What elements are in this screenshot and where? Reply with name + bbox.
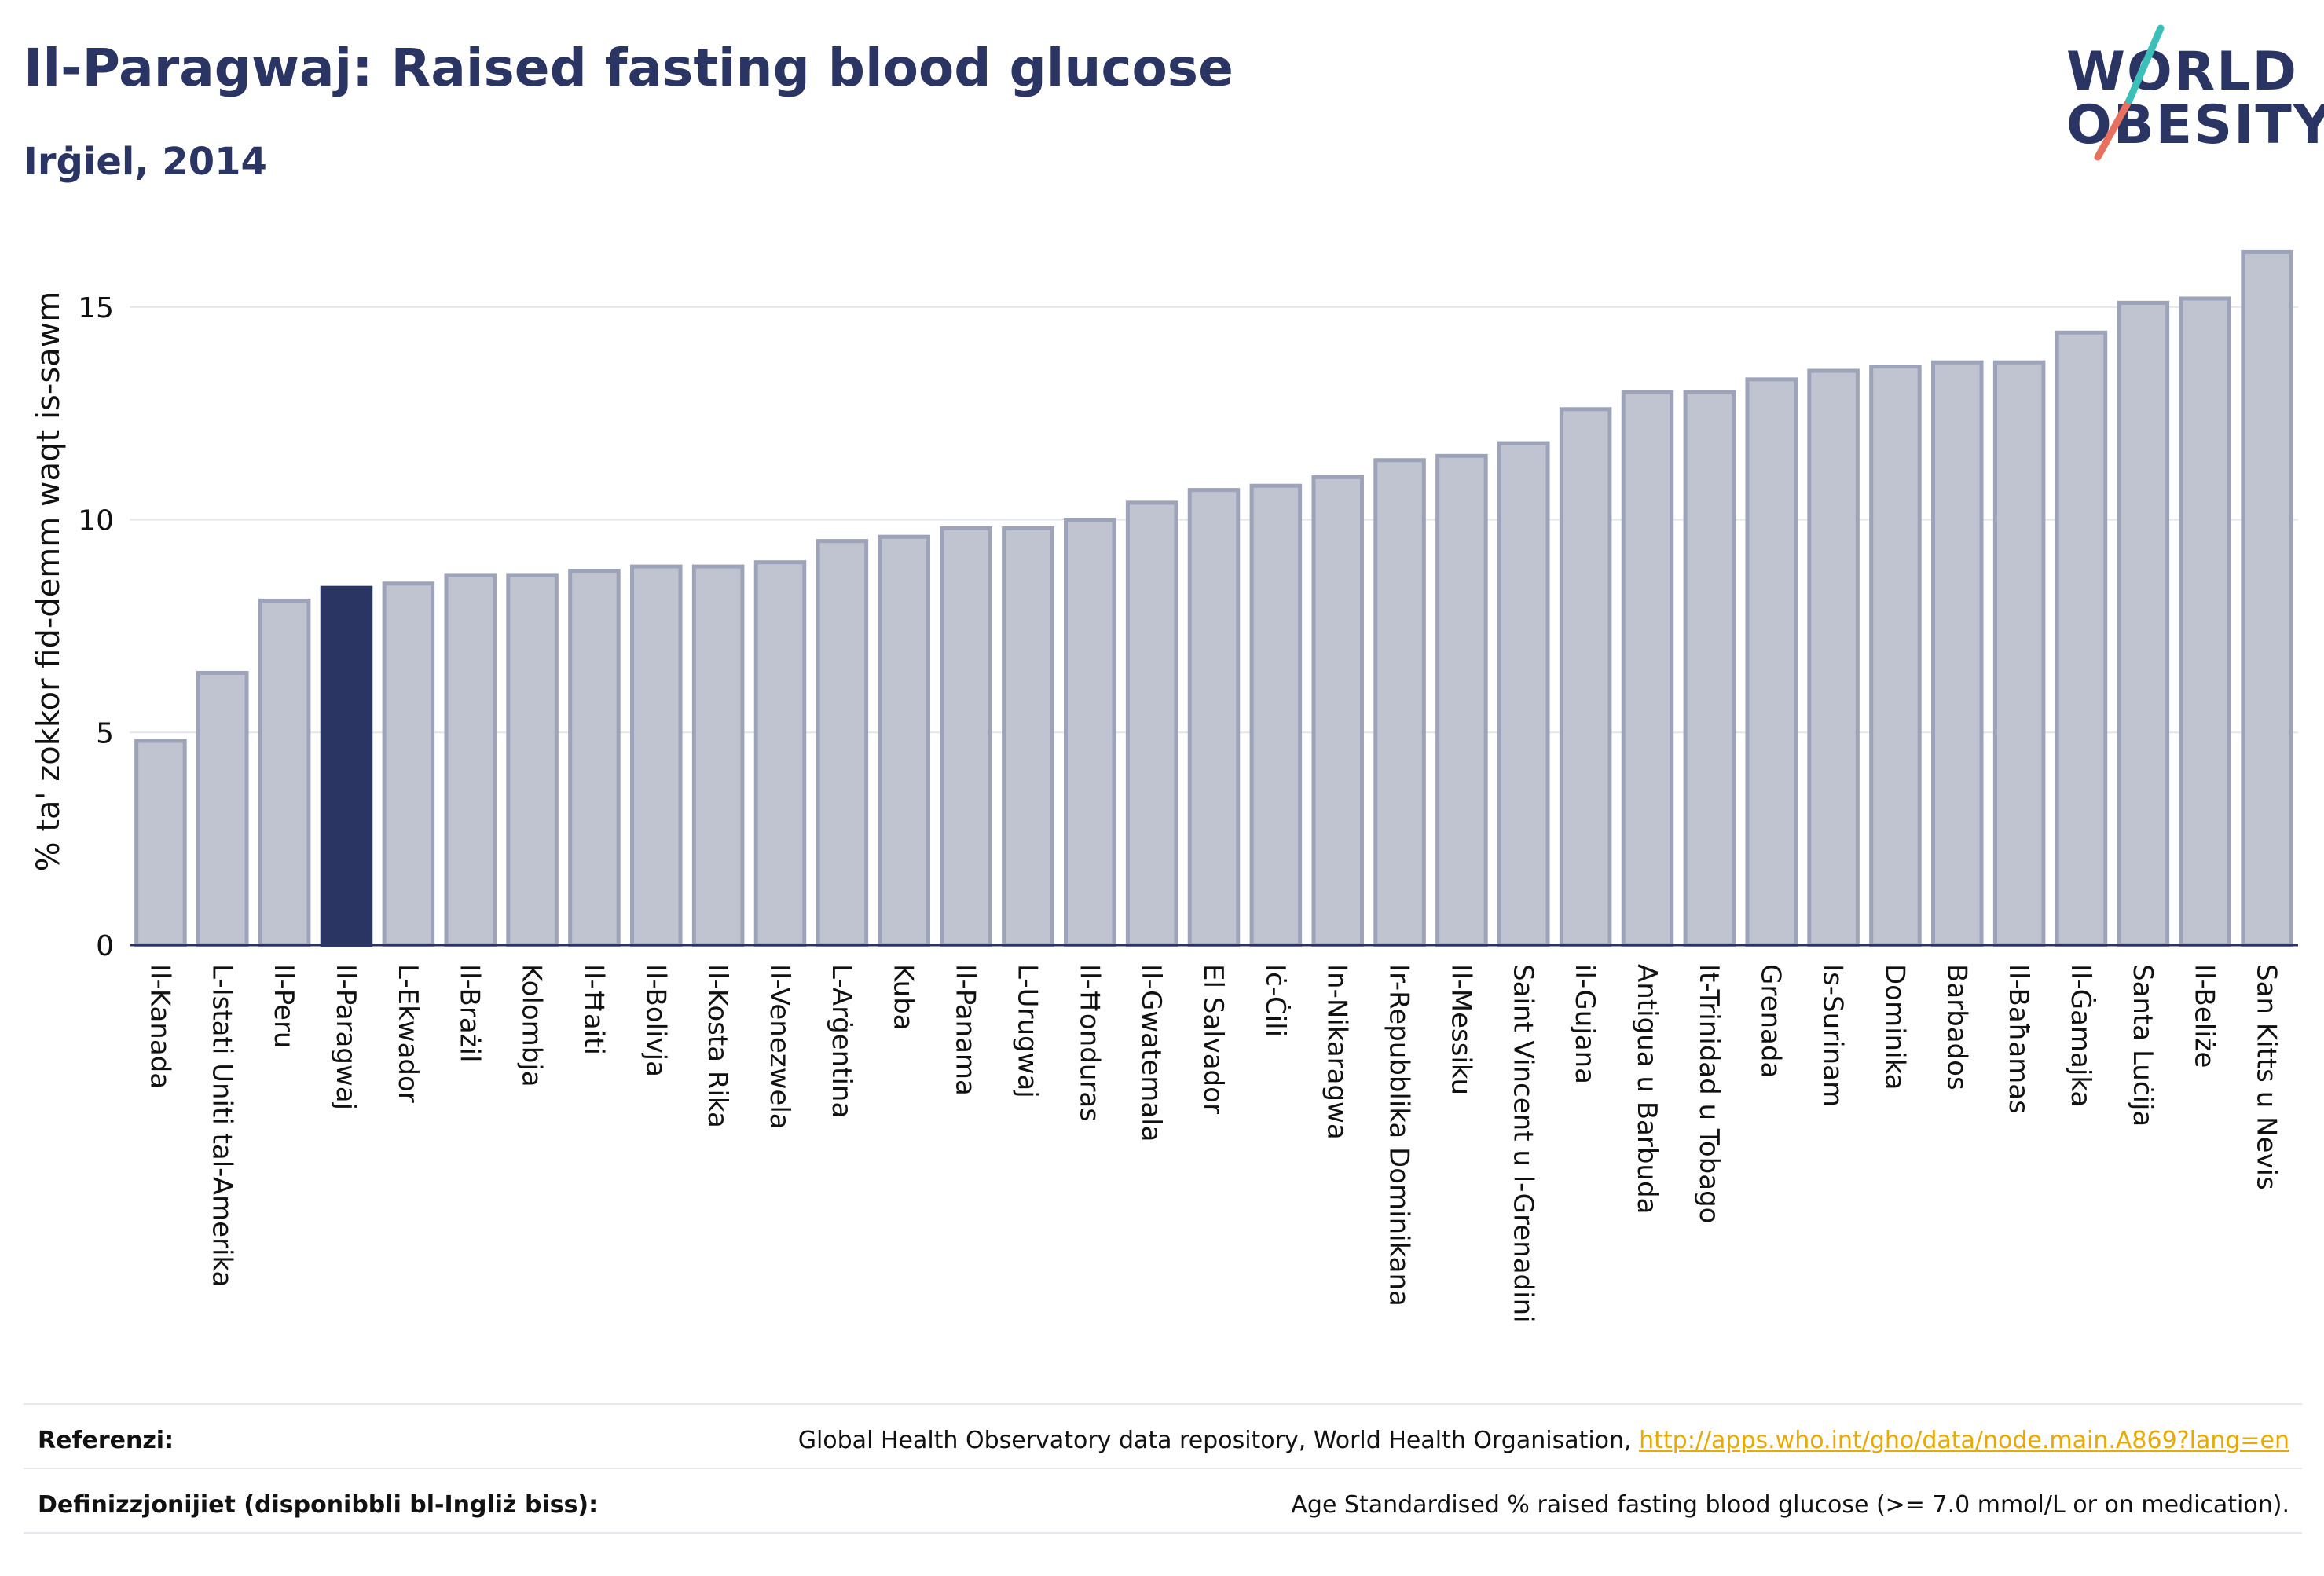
logo-slash-icon (2094, 24, 2165, 161)
y-tick-label: 5 (96, 717, 114, 750)
bar (506, 573, 559, 947)
footer-divider-middle (24, 1468, 2302, 1469)
bar (2179, 296, 2231, 947)
x-tick-label: Antigua u Barbuda (1631, 964, 1662, 1214)
bar (382, 581, 435, 947)
x-tick-label: San Kitts u Nevis (2251, 964, 2282, 1190)
bar (1745, 377, 1798, 947)
bar (1559, 407, 1612, 947)
bar (691, 564, 745, 947)
bar (1187, 488, 1241, 947)
bar (630, 564, 683, 947)
bar-chart: 0 5 10 15 Il-Kanada L-Istati Uniti tal-Amerik… (78, 249, 2298, 1323)
bar (568, 569, 621, 947)
bar (2117, 300, 2170, 947)
bar (1497, 441, 1550, 947)
x-tick-label: L-Ekwador (392, 964, 423, 1103)
x-tick-label: It-Trinidad u Tobago (1693, 964, 1725, 1223)
bar (2055, 330, 2108, 947)
bar (1373, 458, 1426, 947)
references-value: Global Health Observatory data repositor… (798, 1427, 2289, 1454)
world-obesity-logo: WORLD OBESITY (2043, 24, 2324, 173)
bar (258, 598, 311, 947)
logo-line-2: OBESITY (2066, 94, 2324, 156)
x-tick-label: Il-Brażil (454, 964, 486, 1062)
definitions-label: Definizzjonijiet (disponibbli bl-Ingliż … (38, 1491, 599, 1519)
x-tick-label: Grenada (1755, 964, 1787, 1078)
x-tick-label: Iċ-Ċili (1259, 964, 1292, 1037)
page-title: Il-Paragwaj: Raised fasting blood glucos… (24, 38, 1233, 98)
definitions-text: Age Standardised % raised fasting blood … (1291, 1491, 2289, 1519)
x-tick-label: Il-Bolivja (640, 964, 671, 1077)
x-tick-label: Ir-Repubblika Dominikana (1384, 964, 1415, 1307)
bar (2241, 249, 2293, 947)
references-label: Referenzi: (38, 1427, 174, 1454)
x-tick-label: Kolombja (516, 964, 548, 1087)
x-tick-label: Is-Surinam (1817, 964, 1849, 1107)
logo-line-1: WORLD (2066, 41, 2298, 103)
bar (816, 539, 869, 947)
x-tick-label: L-Urugwaj (1011, 964, 1043, 1098)
bar (940, 526, 992, 947)
x-tick-label: il-Gujana (1569, 964, 1600, 1084)
y-tick-label: 15 (78, 292, 114, 324)
x-tick-label: Il-Ħaiti (577, 964, 609, 1055)
bar (1683, 390, 1736, 947)
bar (1621, 390, 1674, 947)
x-tick-label: Santa Luċija (2127, 964, 2158, 1127)
x-tick-label: Kuba (888, 964, 919, 1031)
bar (1869, 365, 1922, 947)
bar-highlighted (320, 585, 373, 947)
x-tick-label: L-Arġentina (826, 964, 857, 1118)
bar (1931, 360, 1984, 947)
references-text: Global Health Observatory data repositor… (797, 1427, 1632, 1454)
x-tick-label: Il-Panama (950, 964, 981, 1096)
x-tick-label: Saint Vincent u l-Grenadini (1507, 964, 1538, 1323)
y-tick-label: 10 (78, 505, 114, 537)
x-tick-label: Il-Venezwela (764, 964, 795, 1130)
x-tick-label: Il-Messiku (1445, 964, 1476, 1095)
x-tick-label: Il-Paragwaj (330, 964, 361, 1110)
x-tick-label: Barbados (1941, 964, 1972, 1090)
bar (878, 534, 930, 947)
bar (1435, 453, 1488, 947)
footer-divider-bottom (24, 1532, 2302, 1534)
y-tick-label: 0 (96, 930, 114, 962)
x-tick-label: Il-Gwatemala (1135, 964, 1167, 1142)
x-tick-label: Il-Ġamajka (2065, 964, 2097, 1107)
x-tick-label: Il-Kosta Rika (702, 964, 733, 1128)
x-tick-label: L-Istati Uniti tal-Amerika (206, 964, 237, 1287)
x-tick-label: Il-Baħamas (2003, 964, 2034, 1114)
page-subtitle: Irġiel, 2014 (24, 140, 267, 184)
x-tick-label: Il-Peru (268, 964, 299, 1048)
bar (444, 573, 497, 947)
x-tick-label: Il-Kanada (144, 964, 175, 1089)
x-tick-label: Il-Ħonduras (1073, 964, 1105, 1122)
x-tick-label: In-Nikaragwa (1321, 964, 1353, 1140)
x-tick-label: Dominika (1879, 964, 1910, 1090)
bar (753, 560, 807, 947)
bar (1249, 483, 1303, 947)
bar (1064, 518, 1116, 947)
footer-divider-top (24, 1403, 2302, 1405)
bar (134, 739, 187, 947)
bar (1002, 526, 1054, 947)
bar (1311, 475, 1364, 947)
references-link[interactable]: http://apps.who.int/gho/data/node.main.A… (1639, 1427, 2289, 1454)
x-tick-label: Il-Beliże (2189, 964, 2220, 1068)
bar (1807, 368, 1860, 947)
x-tick-label: El Salvador (1197, 964, 1229, 1114)
bar (196, 670, 249, 947)
bar (1992, 360, 2046, 947)
bar (1125, 500, 1178, 947)
